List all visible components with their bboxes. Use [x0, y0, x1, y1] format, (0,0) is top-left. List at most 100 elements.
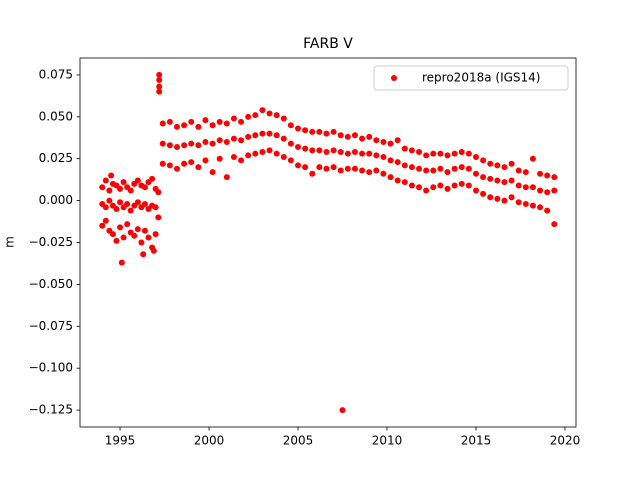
point — [188, 159, 195, 166]
point — [195, 142, 202, 149]
point — [188, 140, 195, 147]
point — [266, 130, 273, 137]
y-tick-label: 0.075 — [39, 67, 73, 81]
point — [458, 180, 465, 187]
point — [316, 164, 323, 171]
point — [273, 112, 280, 119]
point — [127, 207, 134, 214]
y-tick-label: −0.075 — [29, 319, 73, 333]
point — [155, 214, 162, 221]
point — [380, 138, 387, 145]
point — [159, 140, 166, 147]
point — [138, 239, 145, 246]
point — [551, 221, 558, 228]
point — [287, 157, 294, 164]
x-tick-label: 2020 — [550, 434, 581, 448]
point — [156, 71, 163, 78]
point — [444, 169, 451, 176]
point — [465, 150, 472, 157]
point — [141, 227, 148, 234]
point — [245, 152, 252, 159]
point — [302, 127, 309, 134]
point — [437, 165, 444, 172]
point — [423, 187, 430, 194]
point — [181, 160, 188, 167]
point — [155, 189, 162, 196]
point — [359, 150, 366, 157]
point — [330, 164, 337, 171]
point — [515, 199, 522, 206]
point — [339, 407, 346, 414]
point — [230, 115, 237, 122]
point — [472, 187, 479, 194]
point — [537, 204, 544, 211]
point — [295, 125, 302, 132]
point — [117, 185, 124, 192]
plot-frame — [79, 57, 577, 428]
point — [522, 184, 529, 191]
point — [295, 143, 302, 150]
point — [387, 174, 394, 181]
point — [156, 83, 163, 90]
point — [209, 169, 216, 176]
point — [529, 202, 536, 209]
point — [149, 175, 156, 182]
point — [316, 147, 323, 154]
point — [366, 133, 373, 140]
y-tick-label: −0.050 — [29, 277, 73, 291]
point — [337, 149, 344, 156]
point — [223, 120, 230, 127]
point — [150, 247, 157, 254]
point — [522, 169, 529, 176]
y-tick-label: −0.025 — [29, 235, 73, 249]
point — [337, 167, 344, 174]
point — [113, 237, 120, 244]
point — [216, 155, 223, 162]
point — [287, 122, 294, 129]
point — [106, 197, 113, 204]
point — [430, 150, 437, 157]
point — [501, 197, 508, 204]
point — [245, 133, 252, 140]
point — [295, 162, 302, 169]
point — [134, 226, 141, 233]
point — [302, 145, 309, 152]
point — [344, 133, 351, 140]
point — [465, 165, 472, 172]
y-axis-label: m — [3, 236, 17, 248]
point — [508, 194, 515, 201]
x-tick-label: 2015 — [461, 434, 492, 448]
point — [451, 182, 458, 189]
point — [152, 231, 159, 238]
point — [280, 115, 287, 122]
point — [113, 205, 120, 212]
point — [359, 167, 366, 174]
point — [266, 147, 273, 154]
point — [202, 157, 209, 164]
point — [351, 132, 358, 139]
point — [416, 165, 423, 172]
point — [309, 128, 316, 135]
y-tick-label: 0.050 — [39, 109, 73, 123]
point — [202, 117, 209, 124]
point — [480, 174, 487, 181]
point — [408, 164, 415, 171]
point — [515, 182, 522, 189]
point — [401, 145, 408, 152]
point — [302, 164, 309, 171]
point — [109, 231, 116, 238]
point — [551, 187, 558, 194]
point — [209, 122, 216, 129]
point — [330, 128, 337, 135]
point — [508, 177, 515, 184]
point — [124, 221, 131, 228]
point — [337, 132, 344, 139]
point — [118, 259, 125, 266]
y-tick-label: −0.100 — [29, 361, 73, 375]
y-tick-label: 0.000 — [39, 193, 73, 207]
point — [465, 182, 472, 189]
point — [537, 187, 544, 194]
point — [544, 189, 551, 196]
point — [156, 88, 163, 95]
